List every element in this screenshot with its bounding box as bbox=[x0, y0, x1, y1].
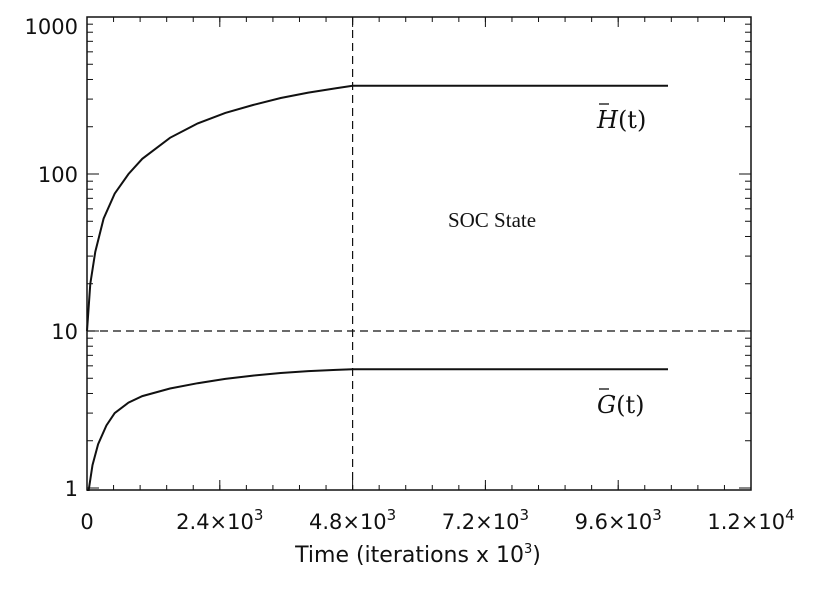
x-tick-label: 0 bbox=[80, 510, 93, 534]
reference-lines bbox=[87, 17, 751, 490]
y-tick-label: 1000 bbox=[25, 15, 78, 39]
x-tick-label: 7.2×103 bbox=[442, 506, 529, 534]
series-label-g: G(t) bbox=[597, 388, 645, 419]
svg-text:H(t): H(t) bbox=[596, 106, 646, 134]
series-curves bbox=[86, 84, 668, 491]
x-tick-label: 4.8×103 bbox=[309, 506, 396, 534]
tick-marks bbox=[86, 16, 752, 490]
y-tick-label: 1 bbox=[65, 477, 78, 501]
y-tick-labels: 1 10 100 1000 bbox=[25, 15, 78, 501]
series-g-line bbox=[87, 368, 668, 491]
plot-frame bbox=[86, 16, 752, 491]
series-h-line bbox=[86, 84, 668, 332]
y-tick-label: 10 bbox=[51, 320, 78, 344]
x-axis-title: Time (iterations x 103) bbox=[294, 542, 541, 568]
x-tick-label: 2.4×103 bbox=[176, 506, 263, 534]
x-tick-label: 9.6×103 bbox=[575, 506, 662, 534]
soc-state-annotation: SOC State bbox=[448, 208, 536, 232]
x-tick-labels: 0 2.4×103 4.8×103 7.2×103 9.6×103 1.2×104 bbox=[80, 506, 794, 534]
svg-text:G(t): G(t) bbox=[597, 391, 645, 419]
series-label-h: H(t) bbox=[596, 103, 646, 134]
y-tick-label: 100 bbox=[38, 163, 78, 187]
x-tick-label: 1.2×104 bbox=[707, 506, 794, 534]
